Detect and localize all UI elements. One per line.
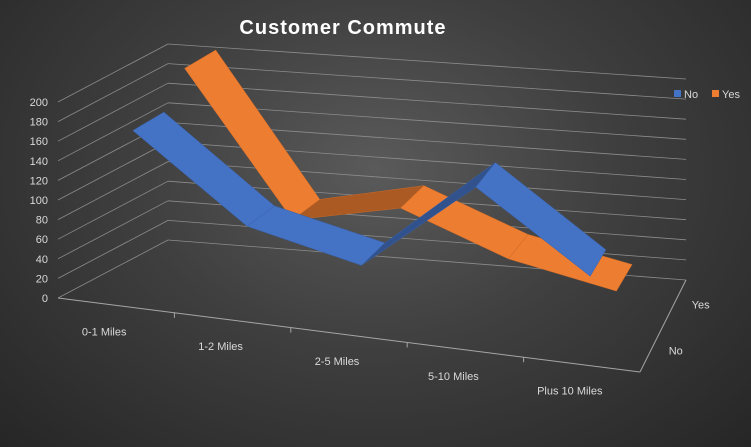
depth-axis-line — [639, 279, 687, 373]
y-tick-label: 180 — [30, 117, 48, 129]
ribbon-segment-no — [475, 162, 607, 277]
side-grid-line-9 — [57, 63, 169, 122]
back-grid-line-8 — [167, 82, 687, 120]
side-grid-line-5 — [57, 141, 169, 201]
legend: No Yes — [674, 89, 740, 101]
y-tick-label: 100 — [30, 195, 48, 207]
ribbon-yes — [184, 49, 633, 292]
side-grid-line-4 — [57, 161, 169, 220]
back-grid-line-4 — [167, 161, 687, 200]
back-grid-line-10 — [167, 43, 687, 80]
side-grid-line-10 — [57, 43, 169, 103]
legend-label-no: No — [684, 89, 698, 101]
label-layer: 0 20 40 60 80 100 120 140 160 180 200 0-1 Miles 1-2 … — [30, 97, 711, 398]
x-tick-label: 1-2 Miles — [198, 341, 243, 353]
depth-label-no: No — [669, 346, 683, 358]
legend-label-yes: Yes — [722, 89, 740, 101]
y-tick-label: 200 — [30, 97, 48, 109]
side-grid-line-8 — [57, 82, 169, 142]
side-grid-line-0 — [57, 239, 169, 299]
x-tick-label: 5-10 Miles — [428, 371, 479, 383]
legend-swatch-no — [674, 90, 681, 97]
ribbon-segment-yes — [507, 234, 633, 292]
y-tick-label: 60 — [36, 234, 48, 246]
ribbon-no — [132, 111, 607, 277]
y-tick-label: 0 — [42, 293, 48, 305]
y-tick-label: 80 — [36, 215, 48, 227]
x-tick-label: 2-5 Miles — [315, 356, 360, 368]
y-tick-label: 160 — [30, 136, 48, 148]
y-tick-label: 40 — [36, 254, 48, 266]
x-tick-label: Plus 10 Miles — [537, 386, 603, 398]
side-grid-line-7 — [57, 102, 169, 162]
x-axis-line — [57, 297, 641, 373]
ribbon-layer — [132, 49, 633, 292]
back-grid-line-1 — [167, 220, 687, 261]
side-grid-line-1 — [57, 220, 169, 279]
y-tick-label: 20 — [36, 273, 48, 285]
legend-swatch-yes — [712, 90, 719, 97]
chart-title: Customer Commute — [239, 17, 446, 39]
back-grid-line-9 — [167, 63, 687, 100]
y-tick-label: 140 — [30, 156, 48, 168]
side-grid-line-2 — [57, 200, 169, 260]
y-tick-label: 120 — [30, 175, 48, 187]
side-grid-line-3 — [57, 180, 169, 240]
x-tick-label: 0-1 Miles — [82, 326, 127, 338]
depth-label-yes: Yes — [692, 300, 710, 312]
